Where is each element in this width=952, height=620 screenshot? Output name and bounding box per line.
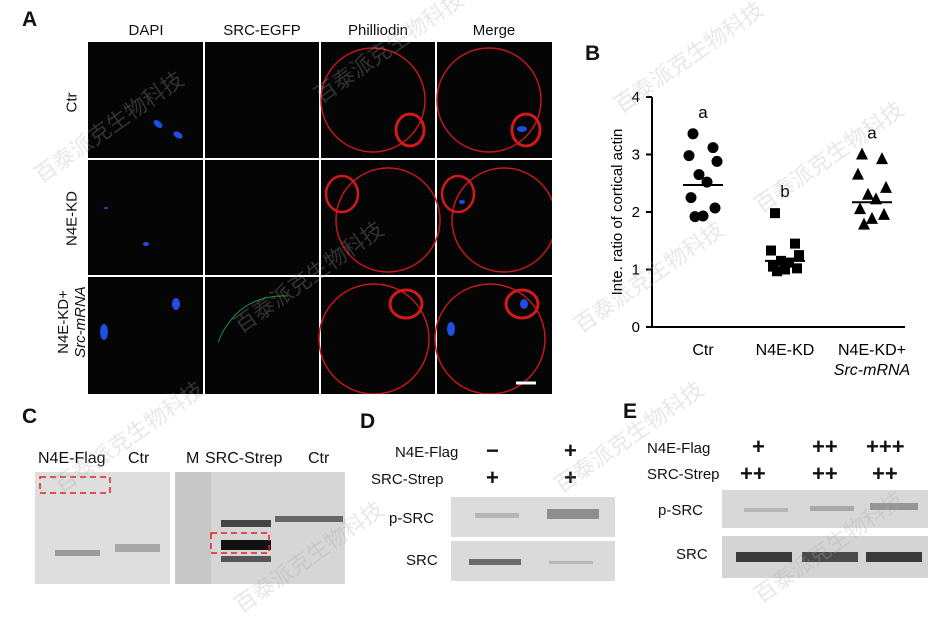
d-sign-strep-2: + xyxy=(564,465,577,490)
data-point xyxy=(709,202,721,214)
data-point xyxy=(693,169,705,181)
data-point xyxy=(866,211,878,224)
x-category-label: N4E-KD xyxy=(756,342,815,359)
data-point xyxy=(780,264,790,275)
c-highlight-box-right xyxy=(210,532,270,554)
data-point xyxy=(794,250,804,261)
significance-letter: a xyxy=(867,124,877,143)
panel-c-letter: C xyxy=(22,405,38,428)
rescue-dapi-nuclei xyxy=(100,298,180,340)
row-label-ctr: Ctr xyxy=(63,92,81,113)
kd-dapi-nuclei xyxy=(104,207,149,246)
d-label-p-src: p-SRC xyxy=(389,510,435,527)
row-label-n4e-kd: N4E-KD xyxy=(63,191,81,247)
e-label-p-src: p-SRC xyxy=(658,502,704,519)
data-point xyxy=(792,263,802,274)
data-point xyxy=(711,155,723,167)
d-label-n4e-flag: N4E-Flag xyxy=(395,444,459,461)
panel-d-letter: D xyxy=(360,410,376,433)
data-point xyxy=(766,245,776,256)
e-sign-strep-3: ++ xyxy=(872,461,898,486)
d-sign-flag-2: + xyxy=(564,438,577,463)
kd-actin-ring xyxy=(324,167,441,273)
ctr-dapi-nuclei xyxy=(153,120,183,139)
col-label-merge: Merge xyxy=(472,22,516,39)
d-sign-strep-1: + xyxy=(486,465,499,490)
data-point xyxy=(683,150,695,162)
row-label-rescue: N4E-KD+ Src-mRNA xyxy=(55,254,89,390)
rescue-egfp-ring xyxy=(217,295,289,343)
y-axis-label: Inte. ratio of cortical actin xyxy=(609,129,626,296)
data-point xyxy=(697,210,709,222)
d-label-src: SRC xyxy=(406,552,438,569)
e-sign-strep-1: ++ xyxy=(740,461,766,486)
data-point xyxy=(689,211,701,223)
row-label-rescue-line1: N4E-KD+ xyxy=(55,290,72,354)
x-category-sublabel: Src-mRNA xyxy=(834,362,910,379)
col-label-philliodin: Philliodin xyxy=(347,22,409,39)
kd-merge xyxy=(440,167,552,273)
c-label-src-strep: SRC-Strep xyxy=(205,450,283,467)
panel-a-letter: A xyxy=(22,8,38,31)
data-point xyxy=(862,187,874,200)
c-highlight-box-left xyxy=(39,476,111,494)
c-label-marker: M xyxy=(186,450,200,467)
data-point xyxy=(876,152,888,165)
data-point xyxy=(856,147,868,160)
rescue-actin-ring xyxy=(318,283,430,394)
x-category-label: N4E-KD+ xyxy=(838,342,906,359)
western-blot-e xyxy=(722,490,928,578)
data-point xyxy=(880,180,892,193)
c-label-ctr-left: Ctr xyxy=(128,450,150,467)
e-label-src-strep: SRC-Strep xyxy=(647,466,720,483)
data-point xyxy=(770,208,780,219)
panel-b-letter: B xyxy=(585,42,601,65)
y-tick-label: 0 xyxy=(632,319,640,336)
y-tick-label: 3 xyxy=(632,147,640,164)
d-sign-flag-1: − xyxy=(486,438,499,463)
microscopy-grid xyxy=(88,42,552,394)
c-label-n4e-flag: N4E-Flag xyxy=(38,450,106,467)
data-point xyxy=(852,167,864,180)
significance-letter: a xyxy=(698,103,708,122)
data-point xyxy=(707,142,719,154)
e-sign-flag-3: +++ xyxy=(866,434,905,459)
x-category-label: Ctr xyxy=(692,342,714,359)
d-label-src-strep: SRC-Strep xyxy=(371,471,444,488)
e-sign-strep-2: ++ xyxy=(812,461,838,486)
data-point xyxy=(854,202,866,215)
panel-e-letter: E xyxy=(623,400,638,423)
gel-blot-c xyxy=(35,472,345,584)
ctr-merge xyxy=(436,47,542,153)
row-label-rescue-line2: Src-mRNA xyxy=(72,286,89,358)
ctr-actin-ring xyxy=(320,47,426,153)
data-point xyxy=(878,207,890,220)
c-label-ctr-right: Ctr xyxy=(308,450,330,467)
data-point xyxy=(858,217,870,230)
rescue-merge xyxy=(434,283,546,394)
e-sign-flag-1: + xyxy=(752,434,765,459)
data-point xyxy=(772,266,782,277)
significance-letter: b xyxy=(780,182,789,201)
col-label-dapi: DAPI xyxy=(128,22,164,39)
y-tick-label: 1 xyxy=(632,262,640,279)
y-tick-label: 4 xyxy=(632,89,640,106)
y-tick-label: 2 xyxy=(632,204,640,221)
col-label-src-egfp: SRC-EGFP xyxy=(223,22,301,39)
e-sign-flag-2: ++ xyxy=(812,434,838,459)
data-point xyxy=(790,238,800,249)
data-point xyxy=(687,128,699,140)
scatter-chart: 0 1 2 3 4 Inte. ratio of cortical actin Ctr N4E… xyxy=(609,89,910,379)
western-blot-d xyxy=(451,497,615,581)
e-label-src: SRC xyxy=(676,546,708,563)
e-label-n4e-flag: N4E-Flag xyxy=(647,440,711,457)
data-point xyxy=(685,192,697,204)
data-point xyxy=(784,257,794,268)
